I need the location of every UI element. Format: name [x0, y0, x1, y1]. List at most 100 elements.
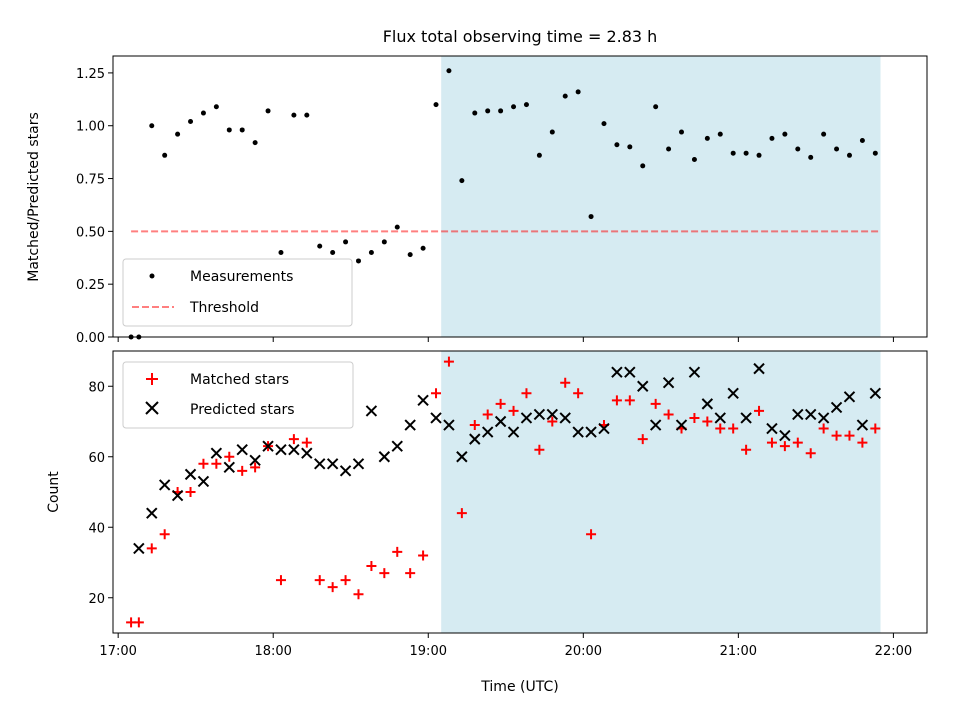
predicted-star-point — [533, 408, 546, 421]
predicted-star-point — [391, 440, 403, 452]
matched-star-point — [547, 416, 558, 427]
measurement-point — [381, 239, 387, 245]
predicted-star-point — [210, 447, 223, 459]
matched-star-point — [766, 437, 777, 448]
predicted-star-point — [275, 443, 287, 456]
predicted-star-point — [520, 412, 533, 424]
matched-star-point — [689, 412, 700, 423]
measurement-point — [627, 144, 633, 150]
matched-star-point — [702, 416, 713, 427]
matched-star-point — [237, 465, 248, 476]
matched-star-point — [818, 423, 829, 434]
matched-star-point — [637, 434, 648, 445]
matched-star-point — [327, 582, 338, 593]
y-tick-label: 0.00 — [76, 331, 105, 346]
legend-predicted-label: Predicted stars — [190, 402, 295, 418]
measurement-point — [330, 249, 336, 255]
top-y-axis-label: Matched/Predicted stars — [26, 112, 42, 282]
legend-threshold-label: Threshold — [189, 300, 259, 316]
matched-star-point — [508, 405, 519, 416]
measurement-point — [846, 152, 852, 158]
measurement-point — [640, 163, 646, 169]
measurement-point — [239, 127, 245, 133]
measurement-point — [265, 108, 271, 114]
predicted-star-point — [624, 366, 636, 378]
matched-star-point — [495, 398, 506, 409]
top-y-ticks: 0.00 0.25 0.50 0.75 1.00 1.25 — [76, 67, 113, 346]
measurement-point — [188, 118, 194, 124]
top-shaded-region — [441, 56, 881, 337]
matched-star-point — [431, 388, 442, 399]
measurement-point — [175, 131, 181, 137]
predicted-star-point — [585, 426, 597, 438]
matched-star-point — [857, 437, 868, 448]
matched-star-point — [728, 423, 739, 434]
measurement-point — [549, 129, 555, 135]
measurement-point — [226, 127, 232, 133]
bottom-shaded-region — [441, 351, 881, 633]
chart-title: Flux total observing time = 2.83 h — [383, 27, 658, 46]
predicted-star-point — [430, 412, 442, 424]
matched-star-point — [870, 423, 881, 434]
bottom-axes-frame — [112, 350, 928, 634]
predicted-star-point — [792, 408, 804, 421]
bottom-legend: Matched stars Predicted stars — [122, 361, 354, 429]
predicted-star-point — [779, 429, 791, 442]
matched-star-point — [482, 409, 493, 420]
measurement-point — [614, 142, 620, 148]
predicted-star-point — [146, 507, 158, 519]
measurement-point — [498, 108, 504, 114]
predicted-star-point — [184, 468, 197, 481]
x-tick-label: 21:00 — [720, 644, 757, 659]
matched-star-point — [624, 395, 635, 406]
matched-star-point — [211, 458, 222, 469]
predicted-star-point — [611, 366, 623, 378]
legend-matched-marker — [146, 373, 158, 385]
matched-star-point — [224, 451, 235, 462]
measurement-point — [278, 249, 284, 255]
matched-star-point — [405, 568, 416, 579]
measurement-point — [821, 131, 827, 137]
predicted-star-point — [559, 412, 571, 424]
measurement-point — [562, 93, 568, 99]
predicted-star-point — [223, 461, 235, 474]
count-points — [126, 356, 882, 628]
measurements-points — [128, 68, 878, 340]
matched-star-point — [456, 508, 467, 519]
matched-star-point — [275, 575, 286, 586]
predicted-star-point — [339, 465, 352, 477]
measurement-point — [756, 152, 762, 158]
matched-star-point — [366, 561, 377, 572]
predicted-star-point — [456, 451, 468, 463]
matched-star-point — [185, 487, 196, 497]
x-tick-label: 19:00 — [410, 644, 447, 659]
predicted-star-point — [727, 387, 739, 400]
measurement-point — [588, 214, 594, 220]
matched-star-point — [715, 423, 726, 434]
top-axes-frame — [112, 55, 928, 338]
matched-star-point — [133, 617, 144, 628]
x-tick-label: 22:00 — [875, 644, 912, 659]
matched-star-point — [754, 405, 765, 416]
matched-star-point — [340, 575, 351, 586]
x-tick-label: 20:00 — [565, 644, 602, 659]
predicted-star-point — [133, 542, 145, 555]
predicted-star-point — [701, 398, 714, 410]
predicted-star-point — [869, 387, 882, 400]
predicted-star-point — [598, 422, 610, 435]
measurement-point — [575, 89, 581, 95]
predicted-star-point — [843, 391, 856, 403]
matched-star-point — [844, 430, 855, 441]
measurement-point — [394, 224, 400, 230]
legend-predicted-marker — [145, 401, 159, 415]
predicted-star-point — [507, 426, 520, 438]
measurement-point — [420, 245, 426, 251]
matched-star-point — [805, 448, 816, 459]
matched-star-point — [469, 420, 480, 431]
measurement-point — [601, 121, 607, 127]
matched-star-point — [663, 409, 674, 420]
predicted-star-point — [753, 362, 765, 375]
predicted-star-point — [662, 377, 675, 389]
measurement-point — [162, 152, 168, 158]
